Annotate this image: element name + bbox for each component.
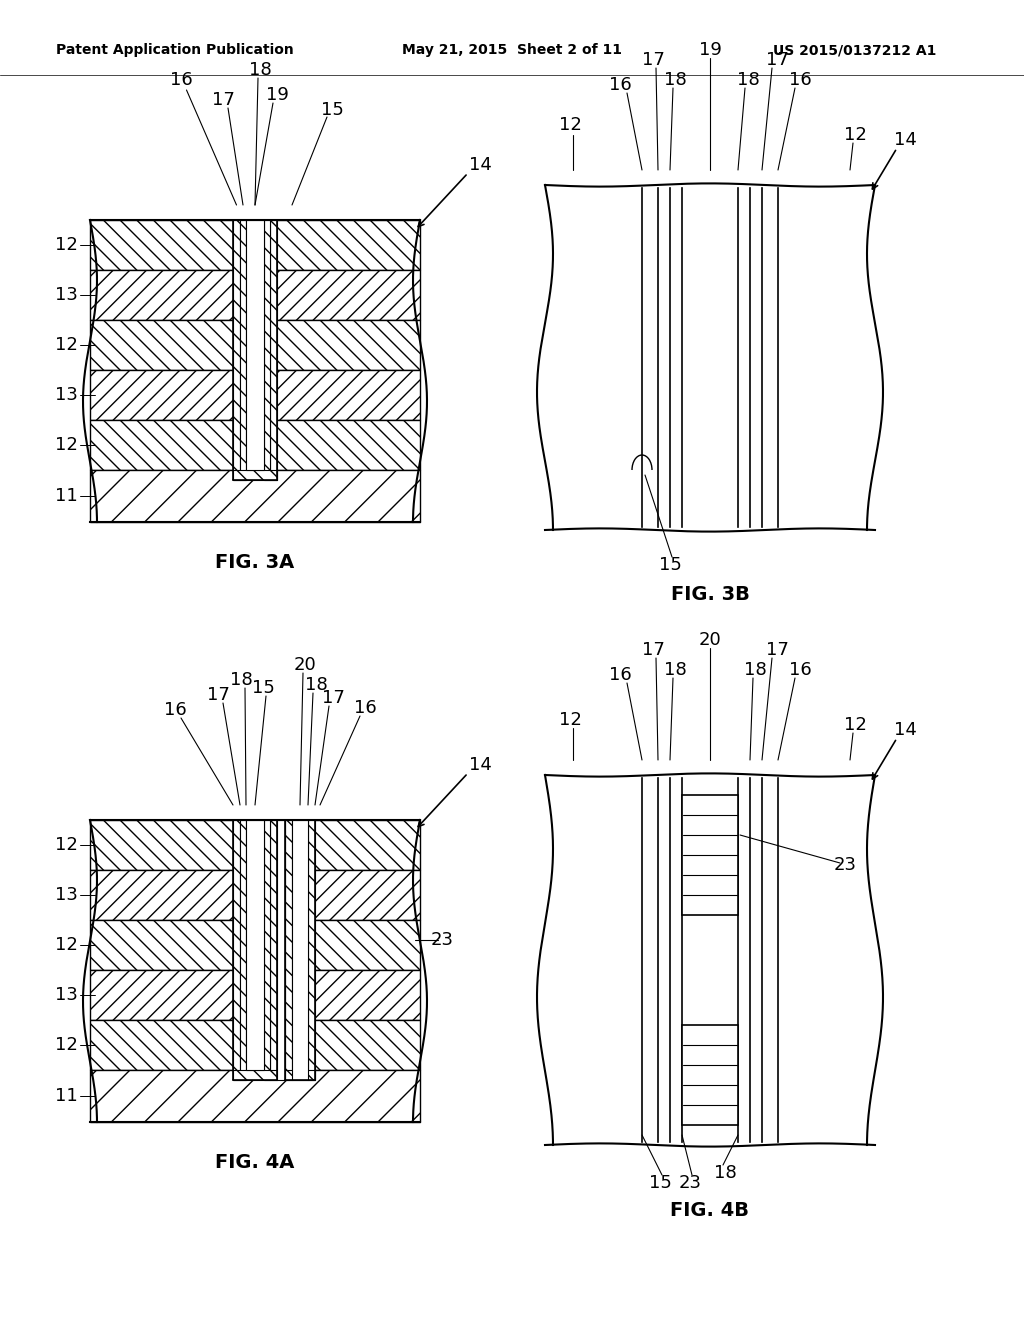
Text: 13: 13 bbox=[55, 385, 78, 404]
Bar bbox=[240, 220, 246, 480]
Text: 18: 18 bbox=[304, 676, 328, 694]
Text: 17: 17 bbox=[766, 51, 788, 69]
Text: 23: 23 bbox=[430, 931, 454, 949]
Text: 16: 16 bbox=[164, 701, 186, 719]
Text: 12: 12 bbox=[844, 715, 866, 734]
Bar bbox=[90, 220, 420, 271]
Bar bbox=[90, 1071, 420, 1122]
Bar bbox=[90, 370, 420, 420]
Bar bbox=[90, 820, 420, 870]
Text: 15: 15 bbox=[648, 1173, 672, 1192]
Text: 12: 12 bbox=[55, 236, 78, 253]
Text: 23: 23 bbox=[834, 855, 856, 874]
Text: 18: 18 bbox=[229, 671, 252, 689]
Text: 16: 16 bbox=[353, 700, 377, 717]
Text: 18: 18 bbox=[664, 661, 686, 678]
Text: 16: 16 bbox=[788, 661, 811, 678]
Bar bbox=[90, 319, 420, 370]
Bar bbox=[90, 470, 420, 521]
Bar bbox=[90, 920, 420, 970]
Bar bbox=[90, 870, 420, 920]
Text: 12: 12 bbox=[558, 711, 582, 729]
Text: 11: 11 bbox=[55, 1086, 78, 1105]
Text: 15: 15 bbox=[252, 678, 274, 697]
Text: May 21, 2015  Sheet 2 of 11: May 21, 2015 Sheet 2 of 11 bbox=[402, 44, 622, 57]
Text: 16: 16 bbox=[170, 71, 193, 88]
Text: 13: 13 bbox=[55, 286, 78, 304]
Bar bbox=[270, 220, 278, 480]
Bar bbox=[233, 220, 240, 480]
Text: 17: 17 bbox=[766, 642, 788, 659]
Bar bbox=[270, 820, 278, 1080]
Bar bbox=[233, 820, 240, 1080]
Text: 13: 13 bbox=[55, 986, 78, 1005]
Text: FIG. 4B: FIG. 4B bbox=[671, 1200, 750, 1220]
Bar bbox=[308, 820, 315, 1080]
Text: 17: 17 bbox=[322, 689, 344, 708]
Bar bbox=[278, 820, 285, 1080]
Text: 17: 17 bbox=[212, 91, 234, 110]
Bar bbox=[233, 470, 278, 480]
Text: 14: 14 bbox=[894, 721, 916, 739]
Text: 19: 19 bbox=[698, 41, 722, 59]
Text: 14: 14 bbox=[894, 131, 916, 149]
Bar bbox=[240, 820, 246, 1080]
Text: 18: 18 bbox=[249, 61, 271, 79]
Bar bbox=[233, 220, 278, 480]
Text: 17: 17 bbox=[642, 642, 665, 659]
Text: US 2015/0137212 A1: US 2015/0137212 A1 bbox=[773, 44, 937, 57]
Text: 15: 15 bbox=[658, 556, 681, 574]
Text: Patent Application Publication: Patent Application Publication bbox=[56, 44, 294, 57]
Bar bbox=[285, 1071, 315, 1080]
Text: FIG. 3A: FIG. 3A bbox=[215, 553, 295, 572]
Text: 12: 12 bbox=[55, 836, 78, 854]
Bar bbox=[90, 970, 420, 1020]
Bar bbox=[285, 820, 292, 1080]
Bar bbox=[264, 820, 270, 1080]
Text: 16: 16 bbox=[608, 667, 632, 684]
Text: 18: 18 bbox=[714, 1164, 736, 1181]
Bar bbox=[246, 220, 264, 470]
Text: 20: 20 bbox=[294, 656, 316, 675]
Text: 20: 20 bbox=[698, 631, 721, 649]
Text: 11: 11 bbox=[55, 487, 78, 506]
Bar bbox=[90, 1020, 420, 1071]
Text: 23: 23 bbox=[679, 1173, 701, 1192]
Text: FIG. 4A: FIG. 4A bbox=[215, 1152, 295, 1172]
Text: 12: 12 bbox=[55, 436, 78, 454]
Bar bbox=[246, 820, 264, 1071]
Text: 12: 12 bbox=[55, 1036, 78, 1053]
Text: 19: 19 bbox=[265, 86, 289, 104]
Text: 12: 12 bbox=[55, 337, 78, 354]
Text: 13: 13 bbox=[55, 886, 78, 904]
Text: 18: 18 bbox=[736, 71, 760, 88]
Bar bbox=[90, 271, 420, 319]
Text: 18: 18 bbox=[743, 661, 766, 678]
Text: 17: 17 bbox=[642, 51, 665, 69]
Text: 14: 14 bbox=[469, 756, 492, 774]
Bar bbox=[90, 420, 420, 470]
Bar bbox=[233, 820, 278, 1080]
Text: 17: 17 bbox=[207, 686, 229, 704]
Text: 16: 16 bbox=[608, 77, 632, 94]
Text: 12: 12 bbox=[844, 125, 866, 144]
Bar bbox=[682, 1026, 738, 1125]
Text: 16: 16 bbox=[788, 71, 811, 88]
Bar bbox=[233, 1071, 278, 1080]
Bar bbox=[264, 220, 270, 480]
Text: 14: 14 bbox=[469, 156, 492, 174]
Text: 15: 15 bbox=[321, 102, 343, 119]
Text: 12: 12 bbox=[558, 116, 582, 135]
Text: 18: 18 bbox=[664, 71, 686, 88]
Bar bbox=[285, 820, 315, 1080]
Bar bbox=[292, 820, 308, 1080]
Text: 12: 12 bbox=[55, 936, 78, 954]
Bar bbox=[682, 795, 738, 915]
Text: FIG. 3B: FIG. 3B bbox=[671, 586, 750, 605]
